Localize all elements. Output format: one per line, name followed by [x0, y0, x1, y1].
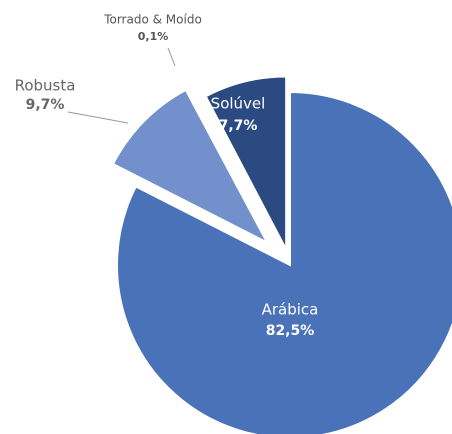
leader-line	[67, 111, 129, 124]
slice-label: Solúvel	[211, 95, 266, 113]
pie-slice	[116, 90, 452, 434]
leader-line	[167, 47, 176, 67]
slice-value-label: 82,5%	[266, 323, 315, 339]
pie-slice	[111, 88, 270, 245]
pie-slice	[194, 85, 278, 241]
slice-value-label: 9,7%	[26, 97, 65, 113]
slice-value-label: 0,1%	[138, 30, 169, 43]
slice-label: Torrado & Moído	[103, 13, 202, 27]
pie-slice	[204, 75, 288, 250]
slice-value-label: 7,7%	[219, 118, 258, 134]
slice-label: Robusta	[15, 77, 76, 95]
slice-label: Arábica	[262, 301, 319, 319]
